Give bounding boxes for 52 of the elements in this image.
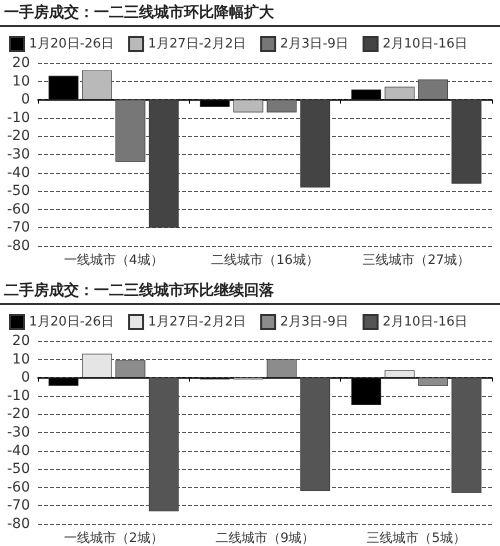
y-tick-label: -20 [7,128,30,144]
bar [266,359,297,378]
y-tick-label: -40 [7,442,30,459]
x-tick-label: 一线城市（4城） [64,253,164,268]
y-tick-label: -60 [7,201,30,218]
bar [300,100,330,188]
y-tick-label: -80 [7,516,30,532]
bar [452,100,482,184]
x-tick-label: 二线城市（9城） [215,531,315,546]
y-tick-label: -30 [7,424,30,440]
y-tick-label: -40 [7,164,30,181]
x-tick-label: 二线城市（16城） [211,253,319,268]
y-tick-label: 20 [12,55,30,71]
y-tick-label: 0 [21,370,30,386]
y-tick-label: 10 [12,351,30,368]
legend-label: 1月20日-26日 [29,314,114,330]
y-tick-label: -60 [7,479,30,496]
bar [266,100,297,112]
y-tick-label: -30 [7,146,30,162]
bar [233,100,264,112]
legend-label: 2月10日-16日 [382,314,468,330]
y-tick-label: -10 [7,388,30,404]
y-tick-label: -10 [7,110,30,126]
legend-label: 1月27日-2月2日 [148,314,246,330]
bar [418,79,448,100]
y-tick-label: 10 [12,73,30,90]
legend-label: 1月20日-26日 [29,36,114,52]
bar [384,370,415,378]
chart-title: 二手房成交：一二三线城市环比继续回落 [0,278,500,305]
bar [82,70,112,100]
bar [384,86,415,100]
y-tick-label: -50 [7,183,30,200]
bar [115,360,146,378]
bar [115,100,146,162]
y-tick-label: 0 [21,92,30,108]
y-tick-label: 20 [12,333,30,349]
chart-title: 一手房成交：一二三线城市环比降幅扩大 [0,0,500,27]
legend-label: 2月10日-16日 [382,36,468,52]
legend-label: 1月27日-2月2日 [148,36,246,52]
legend-label: 2月3日-9日 [280,36,349,52]
x-tick-label: 三线城市（27城） [362,253,470,268]
y-tick-label: -70 [7,220,30,236]
x-tick-label: 一线城市（2城） [64,531,164,546]
y-tick-label: -80 [7,238,30,254]
legend-label: 2月3日-9日 [280,314,349,330]
bar [148,100,179,228]
bar [418,378,448,386]
y-tick-label: -20 [7,406,30,422]
x-tick-label: 三线城市（5城） [366,531,466,546]
y-tick-label: -50 [7,461,30,478]
bar [82,354,112,378]
y-tick-label: -70 [7,498,30,514]
